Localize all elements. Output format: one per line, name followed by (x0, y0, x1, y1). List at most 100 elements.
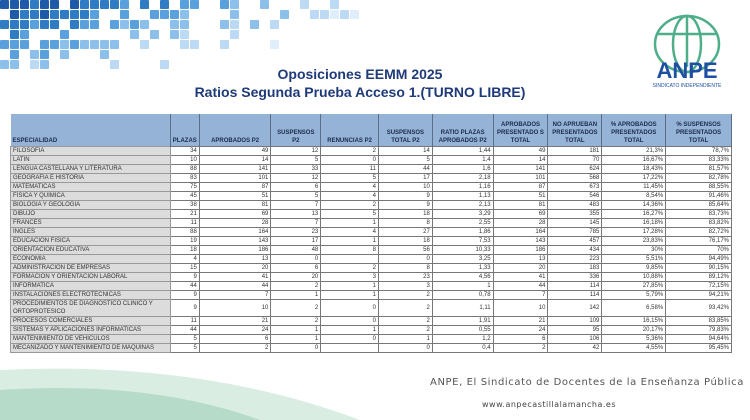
value-cell: 1 (270, 289, 322, 300)
value-cell: 10,33 (431, 244, 494, 255)
mosaic-tile (60, 10, 69, 19)
mosaic-tile (320, 10, 329, 19)
value-cell: 18 (377, 235, 433, 246)
mosaic-tile (120, 0, 129, 9)
mosaic-tile (60, 50, 69, 59)
value-cell: 8 (320, 244, 379, 255)
value-cell: 3,25 (431, 253, 494, 264)
mosaic-tile (350, 10, 359, 19)
value-cell: 17 (377, 172, 433, 183)
value-cell: 5 (377, 154, 433, 165)
specialty-cell: FRANCES (10, 217, 171, 228)
mosaic-tile (280, 10, 289, 19)
value-cell: 69 (198, 208, 272, 219)
mosaic-tile (150, 10, 159, 19)
specialty-cell: MATEMATICAS (10, 181, 171, 192)
specialty-cell: FORMACION Y ORIENTACION LABORAL (10, 271, 171, 282)
specialty-cell: SISTEMAS Y APLICACIONES INFORMATICAS (10, 325, 171, 336)
mosaic-tile (270, 20, 279, 29)
value-cell: 6 (270, 181, 322, 192)
mosaic-tile (100, 50, 109, 59)
value-cell: 0 (320, 334, 379, 345)
table-row: PROCEDIMIENTOS DE DIAGNOSTICO CLINICO Y … (10, 298, 732, 318)
value-cell: 70 (547, 154, 603, 165)
mosaic-tile (20, 30, 29, 39)
mosaic-tile (260, 0, 269, 9)
value-cell: 20 (270, 271, 322, 282)
mosaic-tile (140, 20, 149, 29)
value-cell: 109 (547, 316, 603, 327)
value-cell: 4 (320, 181, 379, 192)
value-cell: 10,88% (601, 271, 667, 282)
value-cell: 83,85% (665, 316, 732, 327)
mosaic-tile (10, 40, 19, 49)
value-cell: 17,22% (601, 172, 667, 183)
value-cell: 44 (198, 280, 272, 291)
value-cell: 41 (198, 271, 272, 282)
value-cell: 81,57% (665, 163, 732, 174)
value-cell: 17 (270, 235, 322, 246)
mosaic-tile (170, 20, 179, 29)
page-title: Oposiciones EEMM 2025 (277, 66, 443, 82)
value-cell: 88 (169, 163, 200, 174)
mosaic-tile (310, 10, 319, 19)
value-cell: 5,51% (601, 253, 667, 264)
mosaic-tile (40, 40, 49, 49)
mosaic-tile (180, 40, 189, 49)
mosaic-tile (250, 20, 259, 29)
value-cell: 7 (198, 289, 272, 300)
table-row: FILOSOFIA 34 49 12 2 14 1,44 49 181 21,3% 78,7% (10, 145, 732, 156)
value-cell: 3 (320, 271, 379, 282)
value-cell: 87 (198, 181, 272, 192)
value-cell: 114 (547, 289, 603, 300)
value-cell: 5,79% (601, 289, 667, 300)
mosaic-tile (90, 20, 99, 29)
value-cell: 0 (270, 343, 322, 354)
value-cell: 17,28% (601, 226, 667, 237)
mosaic-tile (130, 30, 139, 39)
value-cell: 8,54% (601, 190, 667, 201)
value-cell: 3,29 (431, 208, 494, 219)
value-cell: 15 (169, 262, 200, 273)
mosaic-tile (330, 10, 339, 19)
mosaic-tile (70, 10, 79, 19)
mosaic-tile (10, 30, 19, 39)
mosaic-tile (160, 10, 169, 19)
value-cell: 11 (169, 217, 200, 228)
value-cell: 2 (377, 289, 433, 300)
mosaic-tile (80, 20, 89, 29)
value-cell: 9,85% (601, 262, 667, 273)
value-cell: 1,11 (431, 298, 494, 318)
mosaic-tile (70, 40, 79, 49)
footer-url[interactable]: www.anpecastillalamancha.es (482, 400, 616, 409)
specialty-cell: ADMINISTRACION DE EMPRESAS (10, 262, 171, 273)
value-cell: 49 (492, 145, 549, 156)
value-cell: 8 (377, 217, 433, 228)
value-cell: 18 (169, 244, 200, 255)
value-cell: 83 (169, 172, 200, 183)
value-cell: 93,42% (665, 298, 732, 318)
value-cell: 81 (198, 199, 272, 210)
specialty-cell: MECANIZADO Y MANTENIMIENTO DE MAQUINAS (10, 343, 171, 354)
value-cell: 13 (198, 253, 272, 264)
value-cell: 10 (492, 298, 549, 318)
value-cell: 88 (169, 226, 200, 237)
value-cell: 44 (169, 280, 200, 291)
value-cell: 0 (377, 343, 433, 354)
mosaic-tile (110, 0, 119, 9)
mosaic-tile (70, 0, 79, 9)
value-cell: 11 (169, 316, 200, 327)
mosaic-tile (140, 40, 149, 49)
value-cell: 7 (270, 199, 322, 210)
value-cell: 13 (270, 208, 322, 219)
logo-text: ANPE (656, 58, 717, 83)
mosaic-tile (170, 30, 179, 39)
value-cell: 9 (377, 199, 433, 210)
value-cell: 5 (169, 343, 200, 354)
value-cell: 91,46% (665, 190, 732, 201)
value-cell: 42 (547, 343, 603, 354)
value-cell: 2 (377, 325, 433, 336)
column-header: APROBADOS PRESENTADO S TOTAL (493, 114, 549, 146)
value-cell: 10 (377, 181, 433, 192)
value-cell: 18,43% (601, 163, 667, 174)
